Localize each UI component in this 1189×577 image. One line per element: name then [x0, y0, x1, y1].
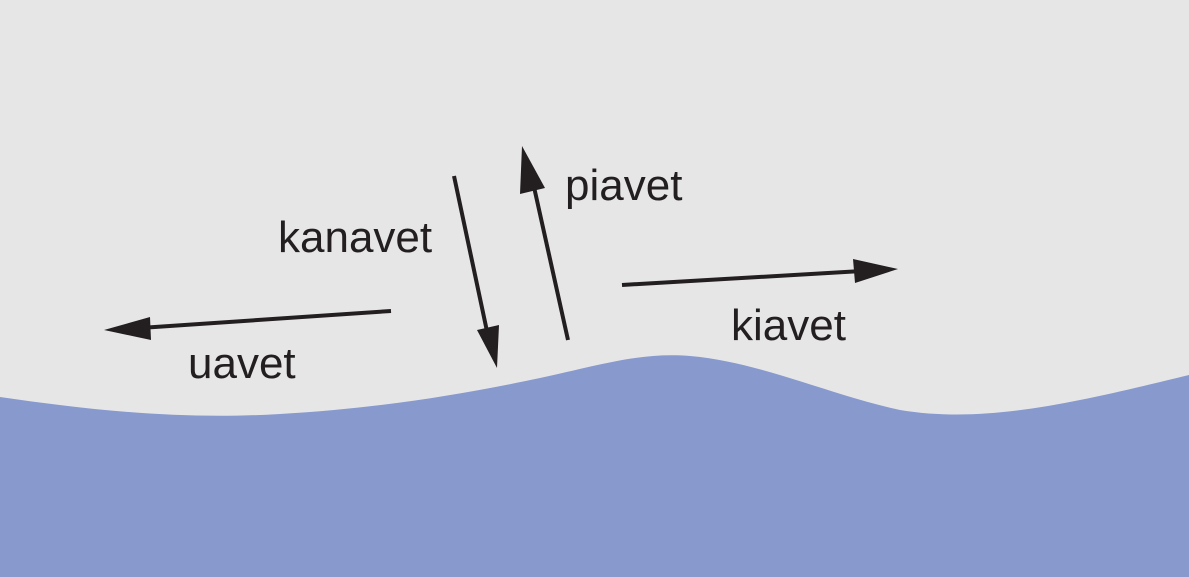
water-surface: [0, 355, 1189, 577]
label-piavet: piavet: [565, 161, 682, 210]
label-kanavet: kanavet: [278, 213, 432, 262]
arrow-piavet: [520, 146, 570, 341]
arrow-uavet: [104, 309, 392, 340]
label-kiavet: kiavet: [731, 301, 846, 350]
arrow-kanavet: [452, 175, 499, 368]
label-uavet: uavet: [188, 339, 296, 388]
arrow-kiavet: [621, 259, 898, 287]
